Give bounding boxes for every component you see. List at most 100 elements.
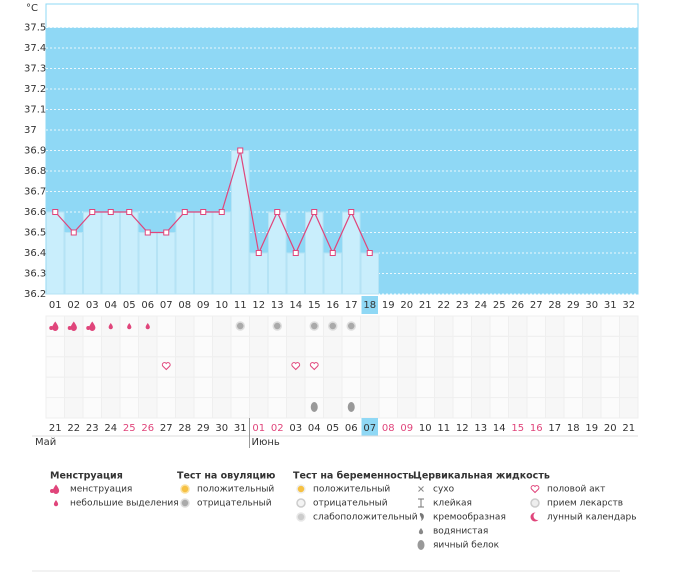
event-cell: [175, 376, 195, 399]
day-label: 23: [456, 300, 469, 311]
event-cell: [64, 376, 84, 399]
day-label: 02: [67, 300, 80, 311]
event-cell: [249, 356, 269, 378]
date-label: 31: [234, 423, 247, 434]
day-label: 19: [382, 300, 395, 311]
event-cell: [471, 397, 491, 419]
event-cell: [434, 315, 454, 337]
event-cell: [193, 315, 213, 337]
circle-icon: [530, 498, 540, 508]
event-cell: [156, 376, 176, 399]
event-cell: [101, 335, 121, 358]
legend-title: Тест на овуляцию: [177, 471, 275, 482]
icon: [418, 498, 424, 508]
legend-label: отрицательный: [197, 499, 272, 509]
event-cell: [82, 397, 102, 419]
y-tick-label: 36.4: [24, 248, 46, 259]
event-cell: [323, 356, 343, 378]
event-cell: [341, 376, 361, 399]
heart-icon: [530, 485, 540, 494]
event-mark: [328, 321, 338, 331]
event-cell: [508, 356, 528, 378]
event-cell: [138, 397, 158, 419]
day-label: 04: [104, 300, 117, 311]
legend-title: Тест на беременность: [293, 471, 414, 482]
temperature-bar: [120, 211, 139, 295]
event-cell: [304, 335, 324, 358]
day-label: 18: [363, 300, 376, 311]
y-axis-label: °C: [26, 3, 38, 14]
event-cell: [378, 356, 398, 378]
date-label: 28: [178, 423, 191, 434]
event-cell: [452, 356, 472, 378]
icon: [291, 362, 301, 371]
event-cell: [582, 356, 602, 378]
date-label: 15: [511, 423, 524, 434]
date-label: 17: [548, 423, 561, 434]
event-cell: [397, 335, 417, 358]
event-cell: [600, 315, 620, 337]
moon-cut: [533, 512, 542, 520]
icon: [50, 484, 60, 494]
heart-icon: [291, 362, 301, 371]
event-cell: [323, 335, 343, 358]
legend-label: положительный: [313, 485, 390, 495]
temperature-point: [348, 209, 355, 215]
event-cell: [434, 335, 454, 358]
event-cell: [138, 335, 158, 358]
legend-label: кремообразная: [433, 513, 506, 523]
event-cell: [360, 397, 380, 419]
event-cell: [212, 397, 232, 419]
temperature-point: [70, 229, 77, 236]
event-cell: [156, 335, 176, 358]
y-tick-label: 36.6: [24, 207, 46, 218]
day-label: 16: [326, 300, 339, 311]
x-icon: [418, 486, 424, 492]
event-cell: [267, 397, 287, 419]
circle-icon: [272, 321, 282, 331]
temperature-point: [144, 229, 151, 236]
day-label: 06: [141, 300, 154, 311]
event-cell: [378, 315, 398, 337]
event-cell: [415, 315, 435, 337]
date-label: 06: [345, 423, 358, 434]
event-mark: [86, 321, 96, 331]
temperature-point: [274, 209, 281, 215]
event-cell: [360, 315, 380, 337]
drop-icon: [418, 528, 424, 535]
day-label: 12: [252, 300, 265, 311]
date-label: 21: [622, 423, 635, 434]
temperature-bar: [323, 252, 342, 295]
egg-icon: [347, 402, 355, 412]
icon: [347, 402, 355, 412]
temperature-point: [237, 147, 244, 154]
event-mark: [346, 321, 356, 331]
legend-label: прием лекарств: [547, 499, 623, 509]
event-cell: [341, 335, 361, 358]
event-cell: [138, 376, 158, 399]
event-cell: [415, 356, 435, 378]
drop-icon: [52, 321, 59, 331]
event-cell: [286, 397, 306, 419]
y-tick-label: 37.4: [24, 43, 46, 54]
event-cell: [563, 335, 583, 358]
legend-label: яичный белок: [433, 541, 500, 551]
date-label: 08: [382, 423, 395, 434]
event-cell: [64, 335, 84, 358]
day-label: 28: [548, 300, 561, 311]
event-cell: [212, 376, 232, 399]
event-cell: [619, 376, 639, 399]
day-label: 30: [585, 300, 598, 311]
drop-small: [67, 326, 72, 330]
y-tick-label: 37.3: [24, 64, 46, 75]
date-label: 25: [123, 423, 136, 434]
temperature-bar: [101, 211, 120, 295]
date-label: 29: [197, 423, 210, 434]
event-cell: [563, 397, 583, 419]
date-label: 21: [49, 423, 62, 434]
day-label: 09: [197, 300, 210, 311]
day-label: 13: [271, 300, 284, 311]
day-label: 05: [123, 300, 136, 311]
circle-icon: [296, 484, 306, 494]
month-label: Июнь: [252, 437, 280, 448]
